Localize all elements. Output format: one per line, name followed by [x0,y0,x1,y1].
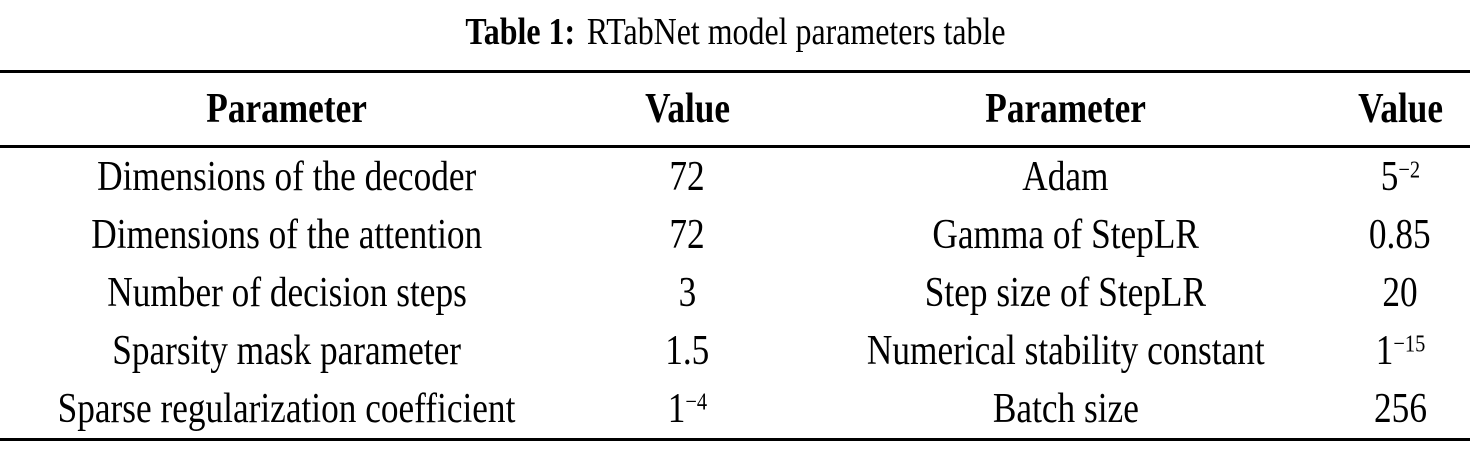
param-cell: Numerical stability constant [866,328,1265,374]
value-cell: 3 [678,270,697,316]
caption-label: Table 1: [464,11,575,53]
param-cell: Number of decision steps [106,270,467,316]
header-parameter-left: Parameter [0,71,574,148]
table-row: Number of decision steps 3 Step size of … [0,264,1470,322]
param-cell: Dimensions of the decoder [97,154,477,200]
param-cell: Gamma of StepLR [932,212,1199,258]
value-cell: 20 [1382,270,1418,316]
param-cell: Step size of StepLR [925,270,1207,316]
header-value-left: Value [573,71,802,148]
exponent: −15 [1392,330,1425,358]
exponent: −2 [1398,156,1420,184]
table-header-row: Parameter Value Parameter Value [0,71,1470,148]
caption-title: RTabNet model parameters table [586,11,1006,53]
param-cell: Sparse regularization coefficient [57,386,516,432]
param-cell: Batch size [992,386,1139,432]
parameters-table: Parameter Value Parameter Value Dimensio… [0,70,1470,441]
header-parameter-right: Parameter [801,71,1331,148]
table-caption: Table 1: RTabNet model parameters table [0,0,1470,70]
value-cell: 1−15 [1375,328,1425,374]
table-row: Sparse regularization coefficient 1−4 Ba… [0,380,1470,440]
table-row: Dimensions of the attention 72 Gamma of … [0,206,1470,264]
table-caption-text: Table 1: RTabNet model parameters table [465,4,1005,60]
value-cell: 0.85 [1369,212,1432,258]
param-cell: Sparsity mask parameter [112,328,462,374]
header-value-right: Value [1330,71,1470,148]
value-cell: 1−4 [667,386,707,432]
param-cell: Adam [1022,154,1109,200]
value-cell: 5−2 [1380,154,1420,200]
table-row: Sparsity mask parameter 1.5 Numerical st… [0,322,1470,380]
value-cell: 72 [669,212,705,258]
value-cell: 256 [1373,386,1427,432]
exponent: −4 [685,388,707,416]
param-cell: Dimensions of the attention [91,212,483,258]
value-cell: 72 [669,154,705,200]
value-cell: 1.5 [665,328,710,374]
table-row: Dimensions of the decoder 72 Adam 5−2 [0,147,1470,207]
